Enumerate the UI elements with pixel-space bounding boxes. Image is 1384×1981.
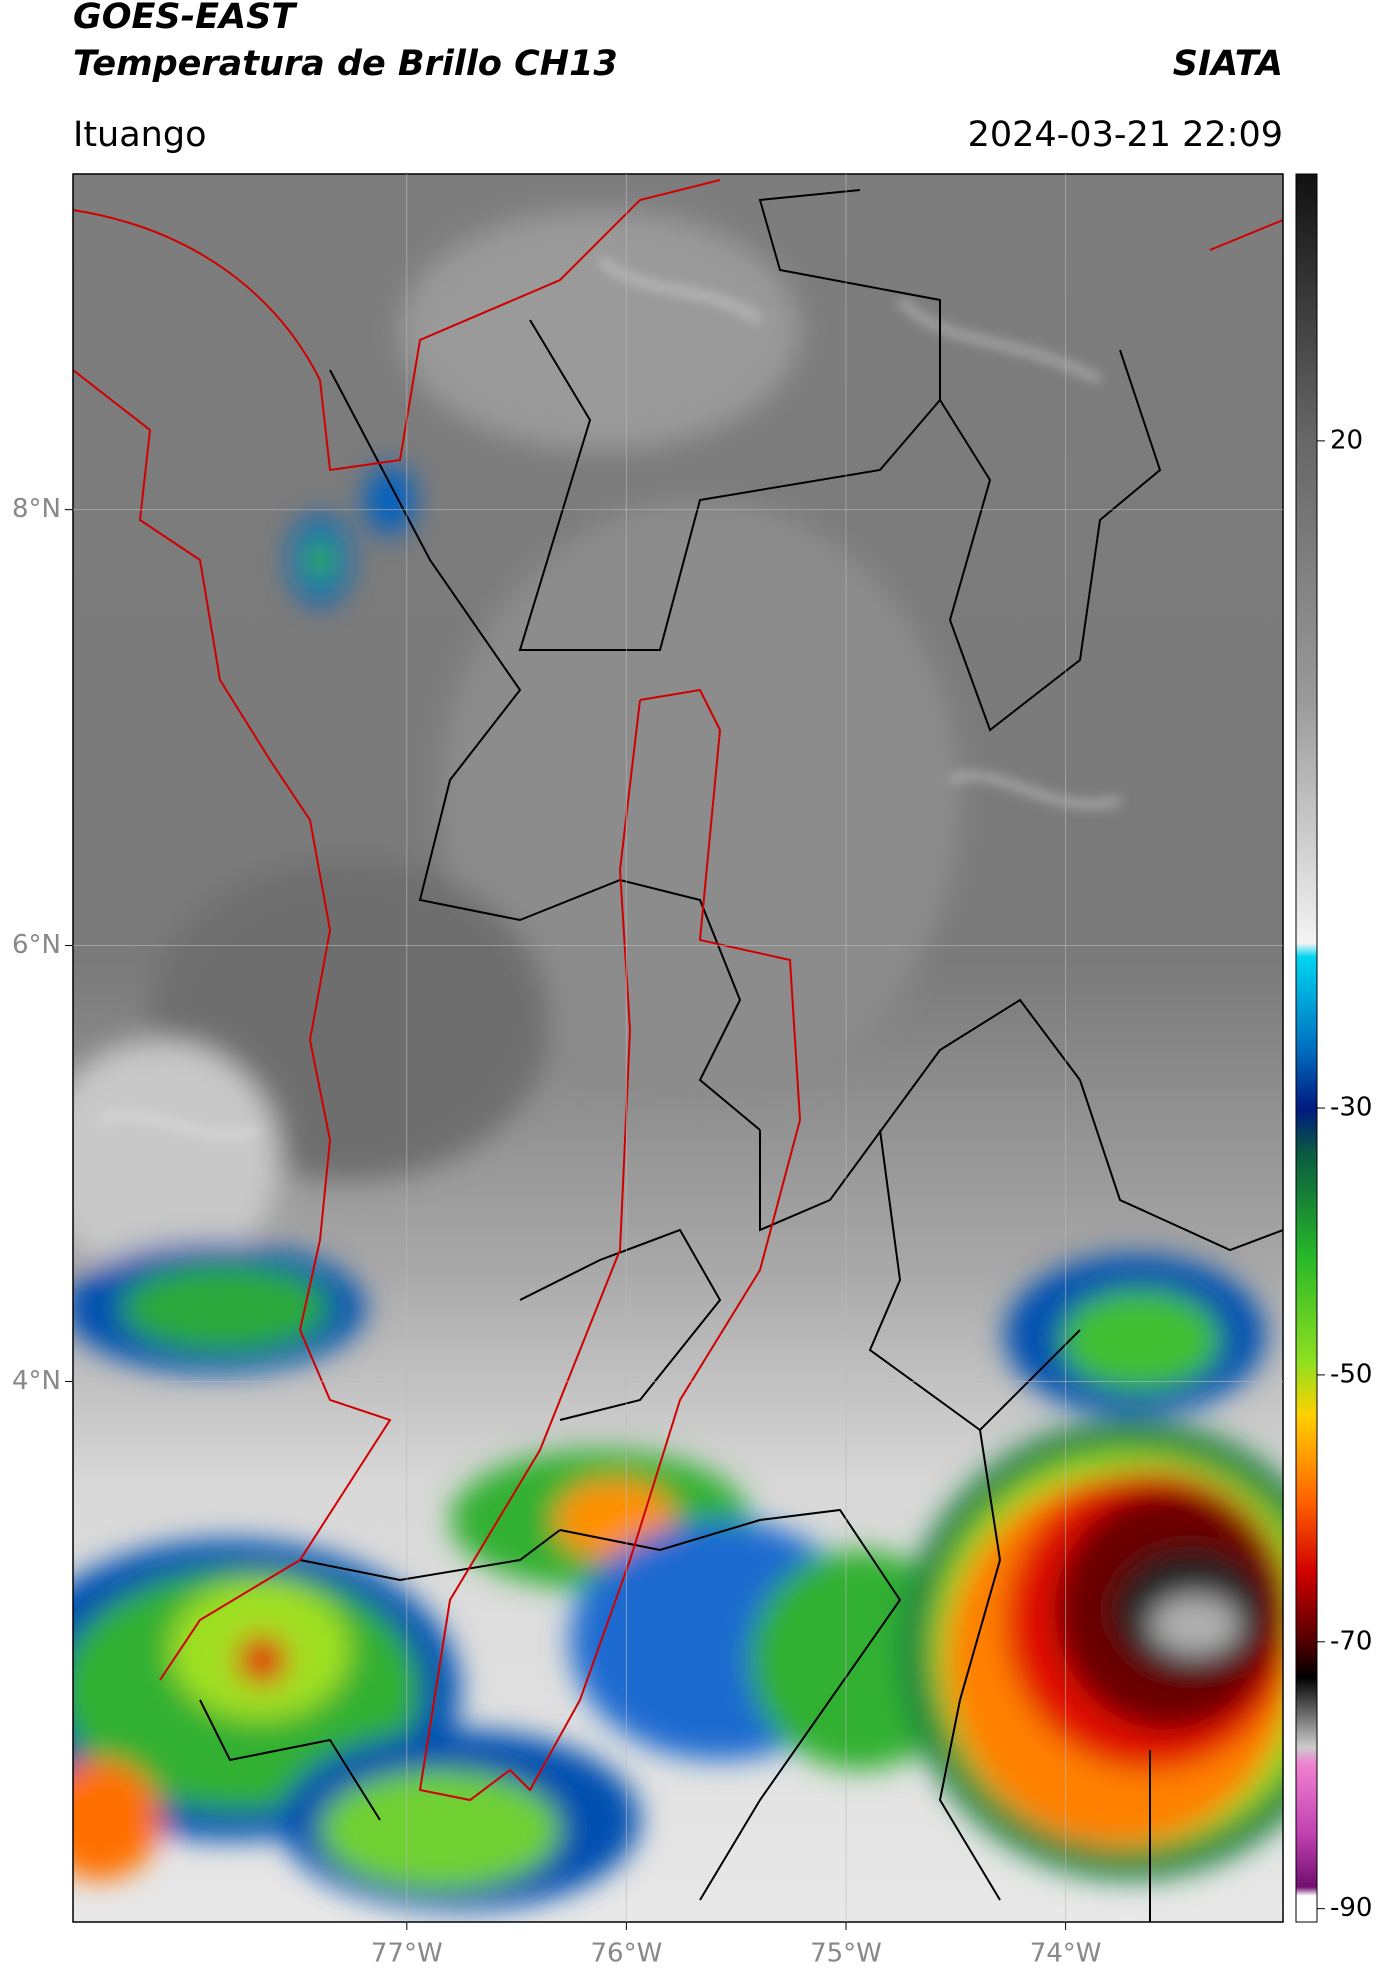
colorbar-tick-label: 20 xyxy=(1330,425,1363,455)
subtitle: Temperatura de Brillo CH13 xyxy=(73,44,618,84)
x-tick-label: 77°W xyxy=(371,1939,443,1969)
y-tick-label: 8°N xyxy=(12,494,61,524)
colorbar-tick-label: -30 xyxy=(1330,1093,1372,1123)
title: GOES-EAST xyxy=(73,0,298,37)
x-tick-label: 76°W xyxy=(590,1939,662,1969)
y-tick-label: 4°N xyxy=(12,1366,61,1396)
y-tick-label: 6°N xyxy=(12,930,61,960)
colorbar-tick-label: -50 xyxy=(1330,1359,1372,1389)
axes: 77°W 76°W 75°W 74°W 4°N 6°N 8°N 20 -30 -50 -70 -90 xyxy=(12,174,1372,1969)
x-tick-label: 74°W xyxy=(1030,1939,1102,1969)
x-tick-label: 75°W xyxy=(810,1939,882,1969)
satellite-image xyxy=(73,174,1283,1922)
colorbar xyxy=(1295,173,1318,1923)
source: SIATA xyxy=(1173,44,1283,84)
datetime: 2024-03-21 22:09 xyxy=(968,115,1283,155)
location: Ituango xyxy=(73,115,207,155)
map-frame xyxy=(72,173,1284,1923)
boundaries xyxy=(73,179,1283,1922)
colorbar-tick-label: -90 xyxy=(1330,1893,1372,1923)
colorbar-tick-label: -70 xyxy=(1330,1626,1372,1656)
